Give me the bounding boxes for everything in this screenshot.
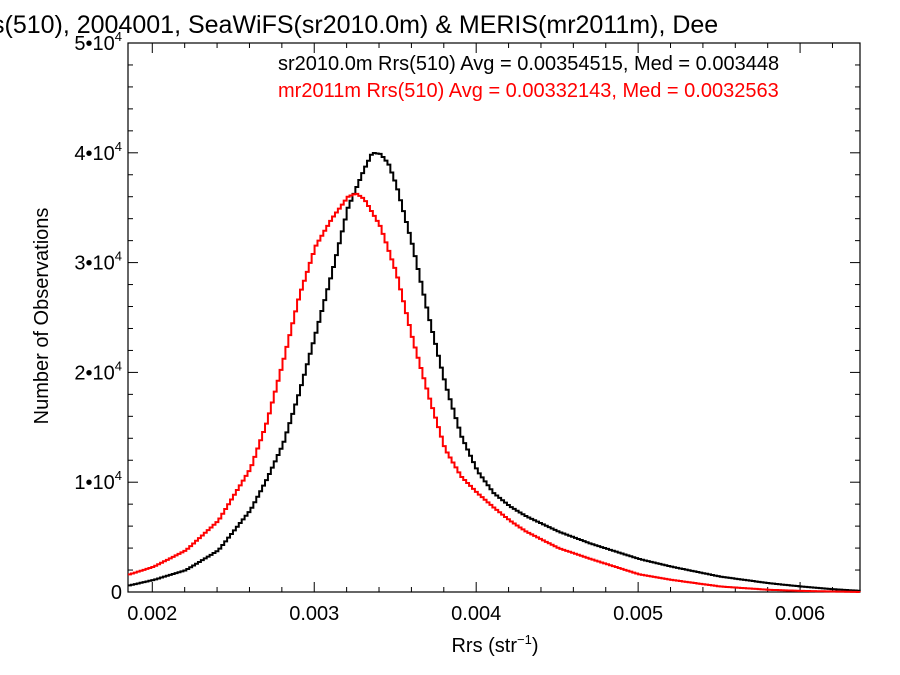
x-tick-label-2: 0.004 (451, 603, 501, 625)
y-tick-label-base: 3•10 (74, 253, 114, 275)
y-tick-label-1: 1•104 (74, 468, 122, 494)
x-tick-label-1: 0.003 (289, 603, 339, 625)
y-tick-label-exponent: 4 (115, 468, 122, 483)
x-tick-label-3: 0.005 (613, 603, 663, 625)
y-tick-label-exponent: 4 (115, 139, 122, 154)
y-tick-label-exponent: 4 (115, 29, 122, 44)
y-tick-label-exponent: 4 (115, 249, 122, 264)
y-tick-label-base: 5•10 (74, 33, 114, 55)
chart-title: s(510), 2004001, SeaWiFS(sr2010.0m) & ME… (0, 11, 718, 39)
series-1-histogram-line (128, 192, 861, 593)
y-axis-label: Number of Observations (31, 208, 53, 425)
y-tick-label-base: 1•10 (74, 472, 114, 494)
plot-frame (127, 42, 861, 593)
series-0-histogram-line (128, 152, 861, 592)
y-tick-label-exponent: 4 (115, 358, 122, 373)
x-axis-label: Rrs (str−1) (451, 632, 538, 657)
annotation-sr2010: sr2010.0m Rrs(510) Avg = 0.00354515, Med… (278, 53, 779, 75)
x-axis-label-unit-exponent: −1 (517, 632, 532, 647)
y-tick-label-4: 4•104 (74, 139, 122, 165)
plot-border (127, 42, 861, 593)
y-tick-label-3: 3•104 (74, 249, 122, 275)
x-tick-label-0: 0.002 (127, 603, 177, 625)
x-tick-label-4: 0.006 (775, 603, 825, 625)
y-tick-label-2: 2•104 (74, 358, 122, 384)
annotation-mr2011: mr2011m Rrs(510) Avg = 0.00332143, Med =… (278, 80, 779, 102)
y-tick-label-0: 0 (111, 582, 122, 604)
y-tick-label-base: 0 (111, 582, 122, 604)
y-tick-label-base: 4•10 (74, 143, 114, 165)
axis-ticks: 0.002 0.003 0.004 0.005 0.00601•1042•1043•10… (74, 29, 860, 625)
x-axis-label-close: ) (532, 635, 539, 657)
y-tick-label-base: 2•10 (74, 362, 114, 384)
series-layer (128, 152, 861, 593)
x-axis-label-text: Rrs (str (451, 635, 517, 657)
y-tick-label-5: 5•104 (74, 29, 122, 55)
